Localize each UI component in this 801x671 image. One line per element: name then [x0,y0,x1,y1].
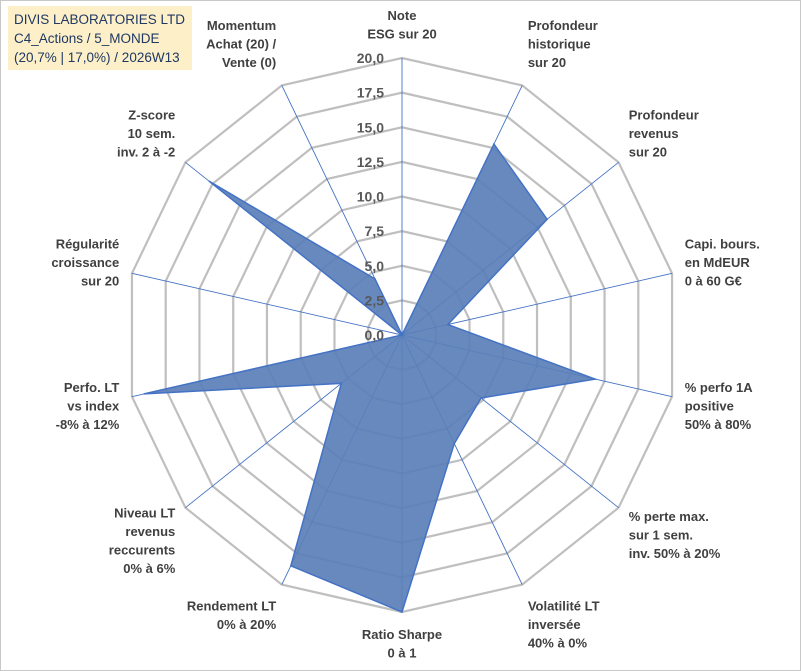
data-point [594,378,596,380]
data-point [208,180,211,183]
category-label: Perfo. LT vs index -8% à 12% [56,380,120,432]
category-label: Rendement LT 0% à 20% [187,598,277,632]
data-point [546,218,548,221]
spoke-line [131,272,403,336]
category-labels: Note ESG sur 20 Profondeur historique sur 20… [51,8,760,661]
radial-tick-labels: 0,0 2,5 5,0 7,5 10,0 12,5 15,0 17,5 20,0 [357,50,384,343]
title-box: DIVIS LABORATORIES LTD C4_Actions / 5_MO… [8,6,192,70]
data-point [340,382,343,385]
tick-label: 5,0 [365,258,385,274]
category-label: % perfo 1A positive 50% à 80% [685,380,754,432]
title-line-category: C4_Actions / 5_MONDE [14,31,160,46]
category-label: Note ESG sur 20 [367,8,436,42]
data-point [143,393,145,395]
tick-label: 10,0 [357,189,384,205]
tick-label: 7,5 [365,223,385,239]
radar-series [143,142,598,614]
series-area [143,142,598,614]
tick-label: 2,5 [365,292,385,308]
tick-label: 15,0 [357,119,384,135]
category-label: Capi. bours. en MdEUR 0 à 60 G€ [685,237,760,289]
category-label: Niveau LT revenus reccurents 0% à 6% [109,505,176,576]
data-point [447,323,449,326]
category-label: Ratio Sharpe 0 à 1 [362,627,442,661]
data-point [401,334,403,336]
tick-label: 17,5 [357,85,384,101]
category-label: Volatilité LT inversée 40% à 0% [528,598,600,650]
data-point [401,611,403,613]
tick-label: 12,5 [357,154,384,170]
category-label: Profondeur historique sur 20 [528,18,598,70]
data-point [480,397,482,399]
tick-label: 20,0 [357,50,384,66]
data-point [290,565,292,567]
category-label: Profondeur revenus sur 20 [629,108,699,160]
category-label: % perte max. sur 1 sem. inv. 50% à 20% [629,509,721,561]
title-line-company: DIVIS LABORATORIES LTD [14,12,186,27]
category-label: Momentum Achat (20) / Vente (0) [206,18,276,70]
title-line-stats: (20,7% | 17,0%) / 2026W13 [14,50,180,65]
category-label: Z-score 10 sem. inv. 2 à -2 [117,108,175,160]
tick-label: 0,0 [365,327,385,343]
data-point [453,442,456,445]
data-point [374,278,376,280]
data-point [493,143,495,145]
category-label: Régularité croissance sur 20 [51,237,119,289]
